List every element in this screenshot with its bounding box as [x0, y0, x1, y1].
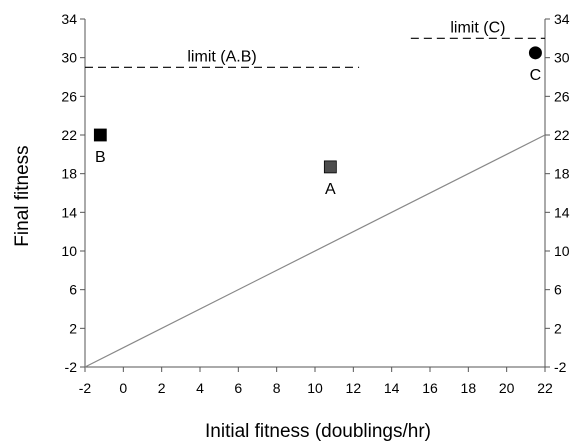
x-tick-label: 4: [196, 380, 204, 396]
y-tick-label-left: 18: [61, 166, 77, 182]
y-axis-label: Final fitness: [12, 145, 33, 246]
y-tick-label-right: -2: [554, 359, 567, 375]
y-tick-label-right: 26: [554, 88, 570, 104]
limit-label: limit (C): [450, 19, 505, 36]
y-tick-label-left: 34: [61, 11, 77, 27]
y-tick-label-left: 2: [69, 320, 77, 336]
x-tick-label: 10: [307, 380, 323, 396]
point-marker: [93, 128, 107, 142]
y-tick-label-left: -2: [65, 359, 78, 375]
x-tick-label: 6: [234, 380, 242, 396]
point-label: B: [95, 149, 106, 166]
y-tick-label-right: 18: [554, 166, 570, 182]
axes: [84, 19, 546, 368]
x-tick-label: 16: [422, 380, 438, 396]
x-tick-label: 12: [346, 380, 362, 396]
point-label: C: [530, 67, 542, 84]
point-label: A: [325, 181, 336, 198]
x-axis-label: Initial fitness (doublings/hr): [205, 421, 431, 442]
y-tick-label-right: 6: [554, 282, 562, 298]
x-tick-label: 22: [537, 380, 553, 396]
y-tick-label-left: 14: [61, 204, 77, 220]
y-tick-label-left: 26: [61, 88, 77, 104]
point-marker: [528, 46, 542, 60]
y-tick-label-right: 34: [554, 11, 570, 27]
y-tick-label-right: 22: [554, 127, 570, 143]
y-tick-label-left: 30: [61, 50, 77, 66]
y-tick-label-right: 14: [554, 204, 570, 220]
point-marker: [323, 160, 337, 174]
limit-label: limit (A.B): [187, 48, 256, 65]
x-tick-label: 2: [158, 380, 166, 396]
x-tick-label: -2: [79, 380, 92, 396]
y-tick-label-left: 10: [61, 243, 77, 259]
reference-line-group: [84, 134, 546, 368]
x-tick-label: 0: [119, 380, 127, 396]
x-tick-label: 18: [461, 380, 477, 396]
x-tick-label: 20: [499, 380, 515, 396]
limit-lines-group: limit (A.B) limit (C): [85, 19, 545, 68]
y-tick-label-right: 30: [554, 50, 570, 66]
x-tick-label: 14: [384, 380, 400, 396]
y-tick-label-left: 22: [61, 127, 77, 143]
reference-line: [84, 134, 546, 368]
y-tick-label-right: 2: [554, 320, 562, 336]
points-group: A B C: [93, 46, 542, 198]
x-tick-label: 8: [273, 380, 281, 396]
y-tick-label-left: 6: [69, 282, 77, 298]
y-tick-label-right: 10: [554, 243, 570, 259]
